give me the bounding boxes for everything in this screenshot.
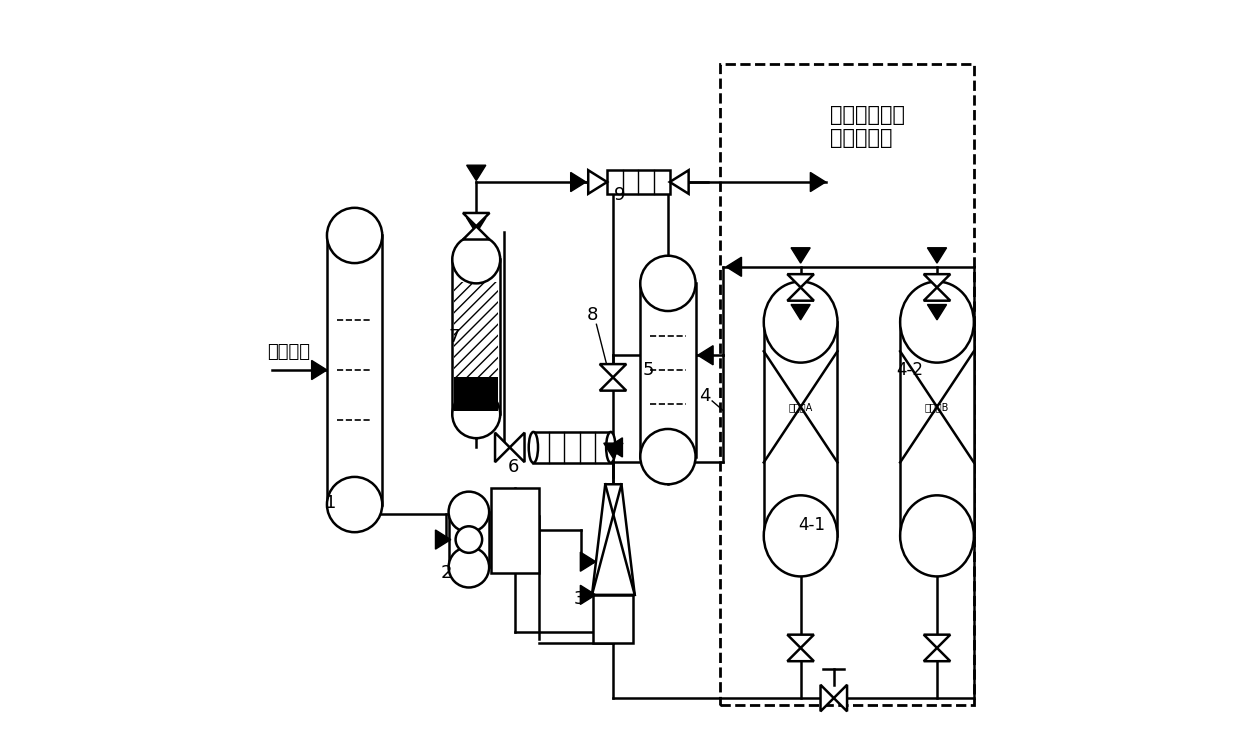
Polygon shape — [495, 433, 510, 462]
Polygon shape — [588, 170, 608, 194]
FancyBboxPatch shape — [449, 512, 489, 567]
Text: 7: 7 — [449, 328, 460, 346]
FancyBboxPatch shape — [327, 235, 382, 505]
Ellipse shape — [764, 281, 837, 363]
Ellipse shape — [449, 547, 489, 588]
Polygon shape — [928, 305, 946, 320]
Text: 3: 3 — [574, 590, 585, 608]
Text: 1: 1 — [325, 494, 337, 511]
Polygon shape — [510, 433, 525, 462]
Ellipse shape — [900, 281, 973, 363]
Polygon shape — [580, 552, 595, 571]
Polygon shape — [833, 684, 847, 711]
Polygon shape — [727, 258, 742, 276]
Text: 4-2: 4-2 — [897, 361, 924, 379]
Polygon shape — [787, 648, 813, 662]
Text: 6: 6 — [507, 458, 518, 477]
Ellipse shape — [640, 256, 696, 311]
Bar — [455, 377, 498, 411]
Polygon shape — [600, 377, 626, 391]
Text: 处理后干气进
烃化反应器: 处理后干气进 烃化反应器 — [830, 105, 905, 148]
Polygon shape — [787, 287, 813, 300]
Polygon shape — [591, 484, 635, 595]
Polygon shape — [698, 346, 713, 365]
Text: 吸附罐A: 吸附罐A — [789, 402, 812, 412]
Text: 4-1: 4-1 — [799, 516, 825, 534]
Circle shape — [455, 526, 482, 553]
Bar — [608, 170, 670, 194]
Polygon shape — [670, 170, 688, 194]
Polygon shape — [311, 360, 327, 380]
FancyBboxPatch shape — [640, 283, 696, 457]
Polygon shape — [466, 218, 486, 233]
Polygon shape — [463, 213, 490, 226]
Text: 吸附罐B: 吸附罐B — [925, 402, 949, 412]
Bar — [491, 488, 539, 573]
Bar — [764, 322, 837, 536]
Text: 4: 4 — [699, 387, 711, 405]
Ellipse shape — [900, 495, 973, 576]
Polygon shape — [787, 635, 813, 648]
Polygon shape — [463, 226, 490, 240]
Polygon shape — [435, 530, 451, 549]
Polygon shape — [466, 165, 486, 181]
Polygon shape — [791, 248, 810, 263]
Ellipse shape — [764, 495, 837, 576]
Polygon shape — [924, 287, 950, 300]
Bar — [533, 432, 611, 463]
Polygon shape — [608, 438, 622, 457]
Text: 2: 2 — [441, 564, 453, 582]
Text: 8: 8 — [587, 306, 598, 323]
FancyBboxPatch shape — [453, 260, 500, 414]
Polygon shape — [604, 443, 622, 459]
Polygon shape — [821, 684, 833, 711]
Bar — [594, 595, 634, 643]
Text: 原料干气: 原料干气 — [268, 343, 310, 360]
Polygon shape — [924, 635, 950, 648]
Bar — [900, 322, 973, 536]
Ellipse shape — [528, 432, 538, 463]
Ellipse shape — [327, 208, 382, 263]
Polygon shape — [580, 585, 595, 605]
Polygon shape — [924, 274, 950, 287]
Polygon shape — [811, 172, 826, 192]
Text: 5: 5 — [642, 361, 653, 379]
Bar — [455, 281, 498, 377]
Polygon shape — [570, 172, 587, 192]
Polygon shape — [928, 248, 946, 263]
Text: 9: 9 — [614, 186, 626, 204]
Polygon shape — [600, 364, 626, 377]
Ellipse shape — [327, 477, 382, 532]
Ellipse shape — [453, 390, 500, 438]
Polygon shape — [787, 274, 813, 287]
Ellipse shape — [449, 491, 489, 532]
Polygon shape — [924, 648, 950, 662]
Bar — [719, 64, 973, 705]
Ellipse shape — [606, 432, 615, 463]
Ellipse shape — [640, 429, 696, 484]
Polygon shape — [791, 305, 810, 320]
Ellipse shape — [453, 235, 500, 283]
